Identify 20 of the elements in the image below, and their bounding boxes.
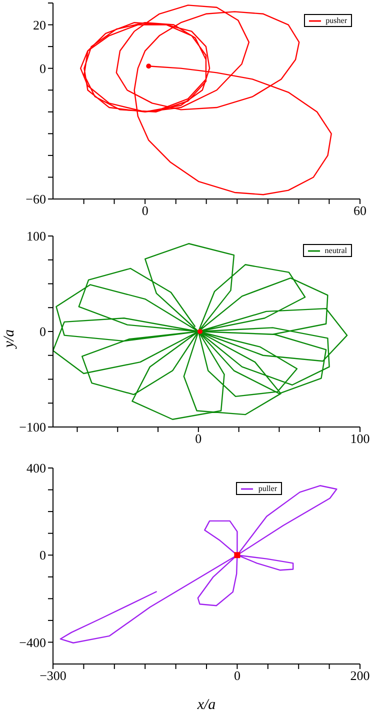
x-axis-title: x/a: [196, 697, 216, 713]
y-tick-label: 0: [40, 324, 46, 340]
legend-label: puller: [258, 484, 277, 493]
y-tick-label: 0: [40, 548, 46, 563]
line-series: [60, 485, 338, 644]
y-tick-label: 0: [40, 60, 46, 76]
y-tick-label: −100: [19, 420, 46, 435]
y-tick-label: 400: [26, 460, 46, 476]
line-series: [53, 243, 348, 420]
x-tick-label: 60: [354, 203, 366, 218]
x-tick-label: −300: [40, 668, 66, 684]
y-tick-label: 20: [33, 17, 46, 32]
y-tick-label: 100: [26, 228, 46, 244]
x-tick-label: 200: [350, 668, 370, 684]
x-tick-label: 0: [234, 668, 240, 684]
y-tick-label: −60: [26, 192, 46, 207]
legend-label: neutral: [324, 246, 347, 255]
legend-label: pusher: [326, 16, 347, 25]
y-tick-label: −400: [19, 634, 46, 650]
y-axis-title: y/a: [1, 328, 18, 348]
